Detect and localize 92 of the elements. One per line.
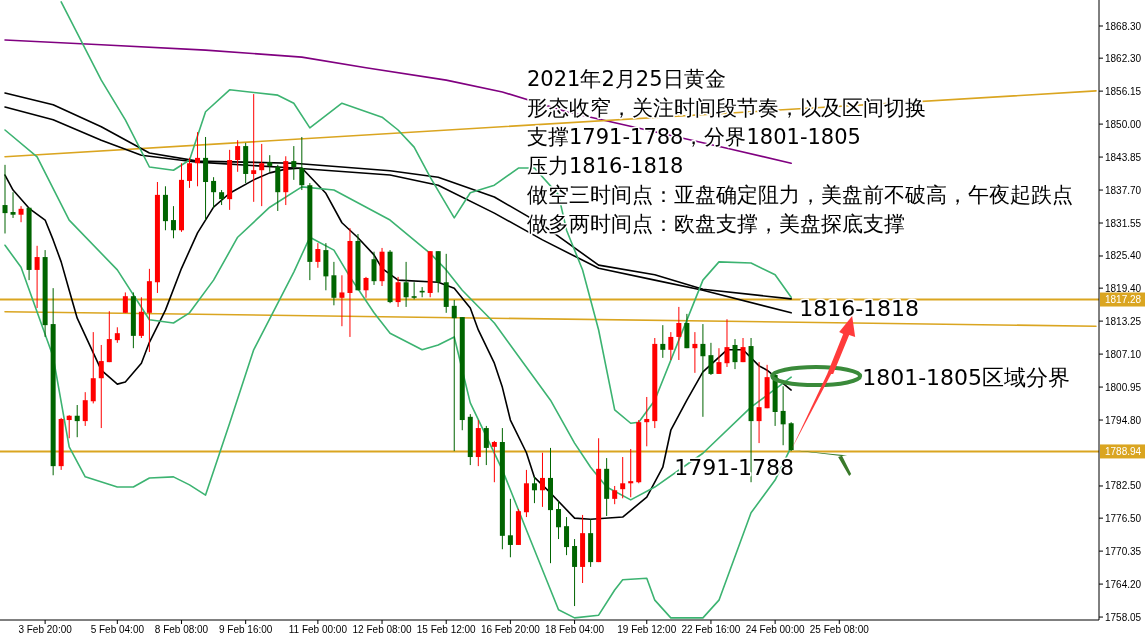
candlestick: [235, 139, 241, 173]
x-tick-label: 16 Feb 20:00: [480, 624, 541, 635]
candlestick: [34, 245, 40, 309]
y-tick-label: 1776.50: [1105, 512, 1142, 524]
y-tick-label: 1850.00: [1105, 118, 1142, 130]
x-tick-label: 12 Feb 08:00: [352, 624, 412, 635]
y-tick-label: 1758.05: [1105, 611, 1142, 623]
candlestick: [82, 391, 88, 427]
candlestick: [692, 331, 698, 374]
candlestick: [531, 476, 537, 504]
candlestick: [724, 318, 730, 368]
y-tick-label: 1813.25: [1105, 315, 1142, 327]
candlestick: [732, 338, 738, 370]
candlestick: [291, 145, 297, 181]
candlestick: [10, 191, 16, 219]
candlestick: [700, 323, 706, 418]
candlestick: [339, 274, 345, 327]
candlestick: [251, 93, 257, 203]
x-tick-label: 22 Feb 16:00: [681, 624, 741, 635]
line-series: [4, 236, 792, 619]
candlestick: [740, 337, 746, 363]
annotation: 1816-1818: [799, 295, 920, 321]
candlestick: [98, 344, 104, 429]
candlestick: [403, 261, 409, 308]
candlestick: [780, 385, 786, 446]
y-tick-label: 1819.40: [1105, 282, 1142, 294]
candlestick: [371, 251, 377, 286]
candlestick: [299, 136, 305, 191]
candlestick: [491, 440, 497, 483]
ref-line-label: 1788.94: [1105, 445, 1142, 457]
candlestick: [18, 205, 24, 223]
y-tick-label: 1825.40: [1105, 250, 1142, 262]
candlestick: [507, 498, 513, 558]
candlestick: [716, 347, 722, 375]
text: 2021年2月25日黄金: [527, 67, 726, 91]
annotation: 支撑1791-1788，分界1801-1805: [527, 125, 861, 149]
y-tick-label: 1782.50: [1105, 480, 1142, 492]
x-tick-label: 24 Feb 00:00: [745, 624, 806, 635]
candlestick: [259, 143, 265, 207]
candlestick: [556, 500, 562, 540]
y-tick-label: 1868.30: [1105, 20, 1142, 32]
candlestick: [539, 452, 545, 508]
y-tick-label: 1856.15: [1105, 85, 1142, 97]
candlestick: [122, 291, 128, 314]
y-tick-label: 1764.20: [1105, 578, 1142, 590]
candlestick: [612, 485, 618, 505]
candlestick: [564, 516, 570, 556]
y-tick-label: 1770.35: [1105, 545, 1142, 557]
y-tick-label: 1831.55: [1105, 217, 1142, 229]
annotation: 压力1816-1818: [527, 154, 684, 178]
candlestick: [756, 361, 762, 444]
y-tick-label: 1843.85: [1105, 151, 1142, 163]
candlestick: [170, 205, 176, 239]
x-tick-label: 19 Feb 12:00: [617, 624, 677, 635]
x-tick-label: 3 Feb 20:00: [18, 624, 73, 635]
x-tick-label: 15 Feb 12:00: [416, 624, 477, 635]
candlestick: [708, 342, 714, 376]
candlestick: [90, 331, 96, 404]
candlestick: [315, 242, 321, 269]
y-tick-label: 1807.10: [1105, 348, 1142, 360]
candlestick: [620, 456, 626, 499]
y-tick-label: 1837.70: [1105, 184, 1142, 196]
y-tick-label: 1800.95: [1105, 381, 1142, 393]
candlestick: [411, 281, 417, 300]
annotation: 1801-1805区域分界: [862, 364, 1071, 390]
candlestick: [187, 157, 193, 189]
candlestick: [668, 331, 674, 361]
candlestick: [483, 425, 489, 466]
candlestick: [660, 324, 666, 359]
y-tick-label: 1862.30: [1105, 52, 1142, 64]
x-tick-label: 8 Feb 08:00: [154, 624, 209, 635]
y-tick-label: 1794.80: [1105, 414, 1142, 426]
candlestick: [644, 396, 650, 447]
x-tick-label: 9 Feb 16:00: [218, 624, 273, 635]
candlestick: [628, 448, 634, 498]
candlestick: [572, 538, 578, 607]
candlestick: [66, 414, 72, 439]
candlestick: [676, 306, 682, 361]
candlestick: [331, 261, 337, 306]
x-tick-label: 5 Feb 04:00: [90, 624, 145, 635]
x-tick-label: 25 Feb 08:00: [809, 624, 870, 635]
candlestick: [395, 276, 401, 308]
ref-line-label: 1817.28: [1105, 294, 1142, 306]
candlestick: [2, 164, 8, 234]
x-tick-label: 11 Feb 00:00: [288, 624, 348, 635]
candlestick: [106, 310, 112, 363]
candlestick: [363, 276, 369, 299]
candlestick: [195, 131, 201, 187]
candlestick: [451, 299, 457, 452]
x-tick-label: 18 Feb 04:00: [545, 624, 605, 635]
candlestick: [74, 404, 80, 438]
candlestick: [211, 176, 217, 209]
